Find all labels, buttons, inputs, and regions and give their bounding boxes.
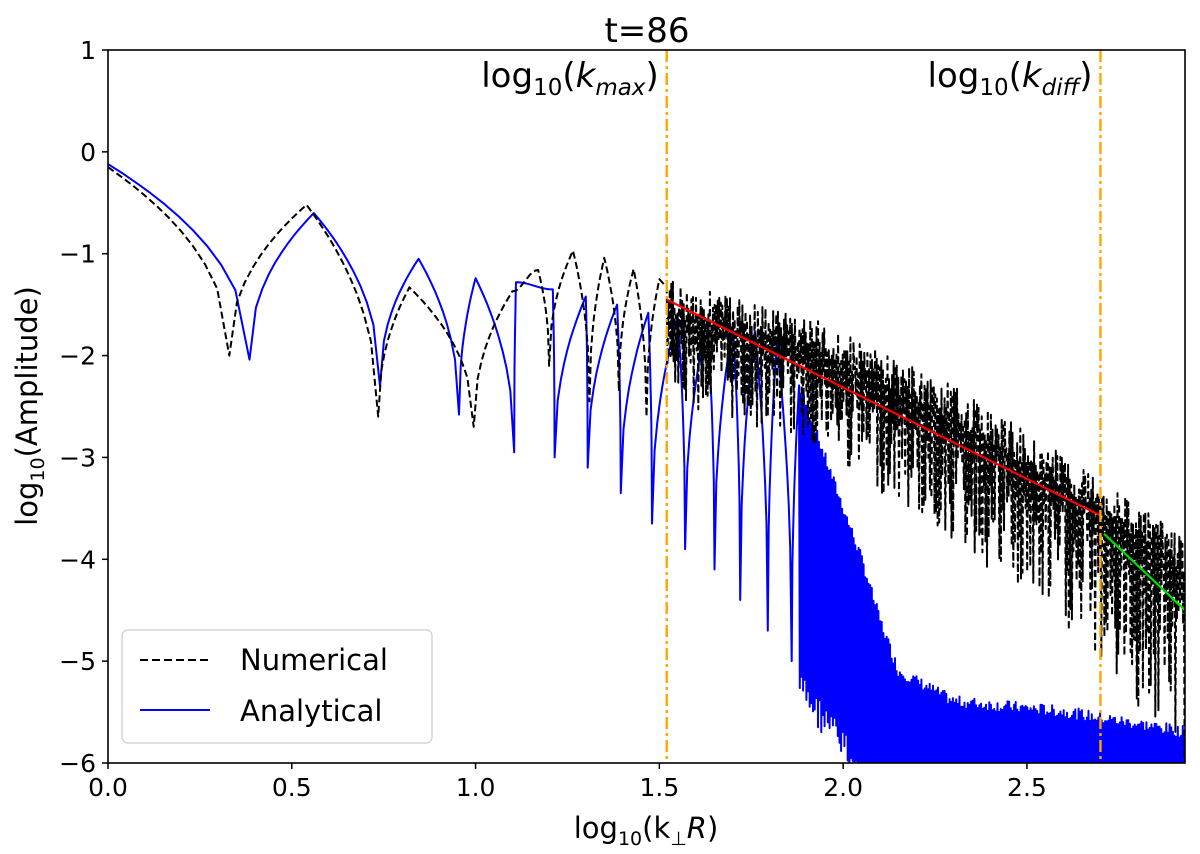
vertical-lines: log10(kmax) log10(kdiff) xyxy=(481,50,1102,763)
x-tick-label: 2.5 xyxy=(1007,773,1047,802)
x-tick-label: 1.5 xyxy=(639,773,679,802)
vline-kmax-label: log10(kmax) xyxy=(481,56,658,101)
x-tick-label: 2.0 xyxy=(823,773,863,802)
y-axis-title: log10(Amplitude) xyxy=(10,286,49,526)
x-tick-label: 0.5 xyxy=(272,773,312,802)
series-layer xyxy=(108,163,1185,763)
vline-kdiff-label: log10(kdiff) xyxy=(928,56,1093,101)
y-tick-label: −5 xyxy=(59,647,96,676)
y-tick-label: −1 xyxy=(59,240,96,269)
legend: Numerical Analytical xyxy=(121,629,433,744)
series-analytical-line xyxy=(108,163,1185,763)
y-tick-label: −6 xyxy=(59,749,96,778)
y-tick-label: −4 xyxy=(59,545,96,574)
plot-frame xyxy=(107,49,1186,764)
series-fit-red-line xyxy=(666,298,1101,517)
legend-numerical-label: Numerical xyxy=(240,643,388,677)
chart-title: t=86 xyxy=(604,11,689,51)
y-tick-label: 1 xyxy=(80,36,96,65)
legend-analytical-label: Analytical xyxy=(240,694,382,728)
x-axis-title: log10(k⊥R) xyxy=(574,811,719,850)
y-axis-ticks: 1 0 −1 −2 −3 −4 −5 −6 xyxy=(59,36,108,778)
y-tick-label: 0 xyxy=(80,138,96,167)
x-tick-label: 0.0 xyxy=(88,773,128,802)
y-tick-label: −3 xyxy=(59,443,96,472)
legend-box xyxy=(121,629,433,744)
x-tick-label: 1.0 xyxy=(456,773,496,802)
series-numerical-line xyxy=(108,166,1185,760)
y-tick-label: −2 xyxy=(59,342,96,371)
x-axis-ticks: 0.0 0.5 1.0 1.5 2.0 2.5 xyxy=(88,763,1047,802)
series-fit-green-line xyxy=(1103,533,1185,611)
